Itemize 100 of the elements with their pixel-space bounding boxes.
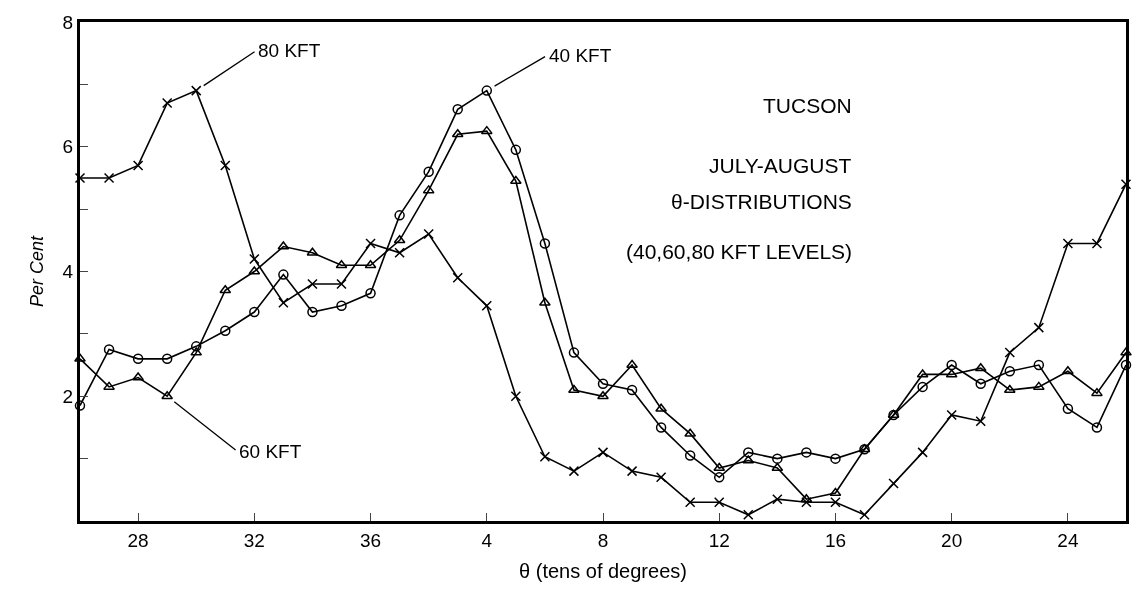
point xyxy=(509,175,522,185)
point xyxy=(1003,384,1016,394)
point xyxy=(626,465,638,477)
y-tick-label: 8 xyxy=(62,11,74,33)
point xyxy=(481,85,493,96)
point xyxy=(800,493,813,503)
point xyxy=(568,347,580,358)
point xyxy=(539,238,551,249)
x-tick-label: 4 xyxy=(481,529,493,551)
point xyxy=(655,422,667,433)
x-tick-label: 16 xyxy=(824,529,847,551)
point xyxy=(975,415,986,427)
point xyxy=(626,384,638,396)
point xyxy=(1091,422,1103,433)
point xyxy=(974,362,987,372)
y-axis-title: Per Cent xyxy=(26,234,47,308)
point xyxy=(249,306,260,318)
point xyxy=(772,493,783,505)
point xyxy=(859,509,870,521)
x-tick-label: 36 xyxy=(359,529,382,551)
point xyxy=(1120,178,1132,190)
point xyxy=(249,253,260,265)
annotation: TUCSON xyxy=(763,94,852,117)
text: 60 KFT xyxy=(239,441,302,462)
point xyxy=(307,306,318,318)
point xyxy=(452,104,463,115)
point xyxy=(394,247,405,259)
point xyxy=(684,497,696,508)
point xyxy=(510,391,522,402)
x-axis-title: θ (tens of degrees) xyxy=(519,560,687,583)
point xyxy=(1062,403,1074,414)
point xyxy=(74,353,86,362)
point xyxy=(365,288,376,299)
point xyxy=(1033,322,1045,333)
annotation: θ-DISTRIBUTIONS xyxy=(671,190,852,213)
annotation: (40,60,80 KFT LEVELS) xyxy=(626,240,853,263)
point xyxy=(626,359,639,369)
point xyxy=(132,160,144,171)
y-tick-label: 4 xyxy=(62,261,74,283)
point xyxy=(220,325,231,337)
point xyxy=(713,472,725,483)
point xyxy=(278,297,289,308)
point xyxy=(539,451,551,462)
point xyxy=(161,353,173,365)
point xyxy=(801,447,812,458)
x-tick-label: 24 xyxy=(1057,529,1079,551)
point xyxy=(830,453,841,464)
point xyxy=(510,144,522,156)
point xyxy=(888,478,899,489)
point xyxy=(1091,238,1103,249)
y-tick-label: 6 xyxy=(62,136,74,158)
point xyxy=(743,447,754,458)
annotation: JULY-AUGUST xyxy=(709,154,852,177)
point xyxy=(336,300,347,312)
point xyxy=(278,269,289,280)
point xyxy=(336,278,347,290)
point xyxy=(888,409,899,421)
point xyxy=(307,278,318,290)
point xyxy=(423,228,434,240)
point xyxy=(190,341,202,352)
point xyxy=(946,409,957,421)
point xyxy=(1062,238,1074,249)
x-tick-label: 28 xyxy=(127,529,149,551)
point xyxy=(567,384,580,394)
point xyxy=(219,284,232,294)
point xyxy=(394,210,405,221)
point xyxy=(481,300,493,312)
point xyxy=(103,344,115,355)
point xyxy=(946,359,957,371)
x-tick-label: 12 xyxy=(708,529,730,551)
point xyxy=(917,447,928,458)
point xyxy=(423,166,434,177)
point xyxy=(74,400,86,411)
point xyxy=(975,378,986,390)
point xyxy=(597,378,609,390)
y-tick-label: 2 xyxy=(62,385,74,407)
point xyxy=(597,447,609,458)
point xyxy=(1090,387,1103,397)
x-tick-label: 20 xyxy=(941,529,963,551)
point xyxy=(743,509,754,521)
x-tick-label: 8 xyxy=(597,529,609,551)
point xyxy=(132,353,144,365)
point xyxy=(772,453,783,464)
point xyxy=(1033,359,1045,371)
point xyxy=(1004,366,1016,377)
point xyxy=(568,465,580,477)
point xyxy=(480,125,493,135)
point xyxy=(597,391,609,400)
text: 40 KFT xyxy=(549,45,612,66)
x-tick-label: 32 xyxy=(243,529,265,551)
point xyxy=(220,160,231,171)
point xyxy=(161,97,173,109)
point xyxy=(801,497,812,508)
point xyxy=(830,497,841,508)
point xyxy=(190,85,202,96)
point xyxy=(103,172,115,184)
point xyxy=(1120,347,1132,356)
point xyxy=(365,238,376,249)
point xyxy=(1004,347,1016,358)
text: 80 KFT xyxy=(258,40,321,61)
